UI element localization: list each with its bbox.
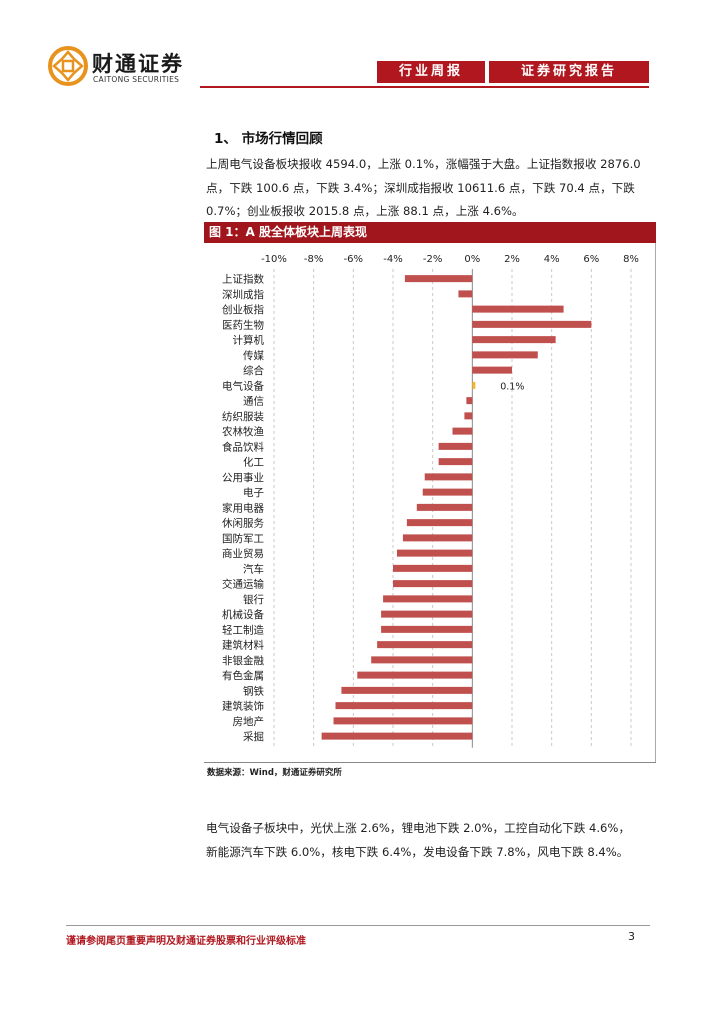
category-label: 食品饮料 [222,440,264,453]
paragraph-line: 电气设备子板块中，光伏上涨 2.6%，锂电池下跌 2.0%，工控自动化下跌 4.… [206,821,631,835]
category-label: 电气设备 [222,379,264,392]
category-label: 轻工制造 [222,623,264,636]
bar [422,488,473,496]
report-category-tag: 证券研究报告 [489,61,649,83]
x-tick-label: 0% [464,254,480,265]
bar [472,305,564,313]
paragraph-line: 点，下跌 100.6 点，下跌 3.4%；深圳成指报收 10611.6 点，下跌… [206,181,635,195]
bar [472,336,556,344]
bar [383,595,473,603]
bar [377,641,473,649]
bar [321,732,473,740]
paragraph-line: 新能源汽车下跌 6.0%，核电下跌 6.4%，发电设备下跌 7.8%，风电下跌 … [206,845,629,859]
bar [335,702,473,710]
category-label: 商业贸易 [222,547,264,560]
category-label: 银行 [243,593,264,606]
coin-logo-icon [48,46,88,86]
bar [438,458,473,466]
category-label: 汽车 [243,562,264,575]
x-tick-label: -8% [304,254,323,265]
page-number: 3 [628,930,635,943]
x-tick-label: -4% [383,254,402,265]
x-tick-label: 4% [544,254,560,265]
category-label: 创业板指 [222,303,264,316]
bar [381,610,473,618]
bar [472,366,512,374]
x-tick-label: -10% [261,254,287,265]
logo-text-en: CAITONG SECURITIES [93,75,180,84]
category-label: 建筑材料 [222,639,264,652]
category-label: 农林牧渔 [222,425,264,438]
bar [402,534,473,542]
x-tick-label: 2% [504,254,520,265]
figure-frame [204,243,656,763]
bar [472,381,476,389]
category-label: 采掘 [243,730,264,743]
bar [357,671,473,679]
source-rule [204,762,656,763]
bar [381,625,473,633]
category-label: 休闲服务 [222,517,264,530]
sector-performance-chart: -10% -8% -6% -4% -2% 0% 2% 4% 6% 8% 上证指数深圳成指创业板指医药… [222,254,639,748]
footer-rule [66,925,650,926]
category-label: 综合 [243,364,264,377]
category-label: 机械设备 [222,608,264,621]
data-label: 0.1% [500,381,524,392]
bar [341,686,473,694]
category-label: 交通运输 [222,578,264,591]
bar [472,320,592,328]
bar [416,503,473,511]
category-label: 通信 [243,396,264,408]
x-tick-label: 6% [583,254,599,265]
bar [396,549,473,557]
bar [458,290,473,298]
category-label: 上证指数 [222,273,264,286]
x-tick-label: -2% [423,254,442,265]
company-logo: 财通证券 CAITONG SECURITIES [48,46,198,90]
category-label: 有色金属 [222,669,264,682]
bar [393,580,473,588]
category-label: 钢铁 [243,684,264,697]
bar [464,412,473,420]
bar [424,473,473,481]
bar [371,656,473,664]
category-label: 公用事业 [222,471,264,484]
logo-text-cn: 财通证券 [92,52,184,76]
x-tick-label: 8% [623,254,639,265]
category-label: 非银金融 [222,654,264,667]
header-rule [200,86,649,88]
paragraph-line: 上周电气设备板块报收 4594.0，上涨 0.1%，涨幅强于大盘。上证指数报收 … [206,157,641,171]
category-label: 化工 [243,456,264,469]
bar [452,427,473,435]
bar [393,564,473,572]
bar [406,519,473,527]
bar [472,351,538,359]
figure-source: 数据来源：Wind，财通证券研究所 [207,768,342,778]
category-label: 国防军工 [222,532,264,545]
category-label: 计算机 [233,334,265,347]
category-label: 家用电器 [222,501,264,514]
category-label: 房地产 [233,715,265,728]
footer-disclaimer: 谨请参阅尾页重要声明及财通证券股票和行业评级标准 [66,936,306,947]
category-label: 纺织服装 [222,410,264,423]
category-label: 医药生物 [222,318,264,331]
figure-title: 图 1：A 股全体板块上周表现 [204,222,656,243]
category-label: 建筑装饰 [222,700,264,713]
report-type-tag: 行业周报 [377,61,485,83]
section-title: 1、 市场行情回顾 [214,131,323,147]
bar [438,442,473,450]
x-tick-label: -6% [344,254,363,265]
bar [404,275,473,283]
bar [466,397,473,405]
category-label: 传媒 [243,349,264,362]
bar [333,717,473,725]
category-label: 电子 [243,486,264,499]
paragraph-line: 0.7%；创业板报收 2015.8 点，上涨 88.1 点，上涨 4.6%。 [206,204,524,218]
category-label: 深圳成指 [222,288,264,301]
